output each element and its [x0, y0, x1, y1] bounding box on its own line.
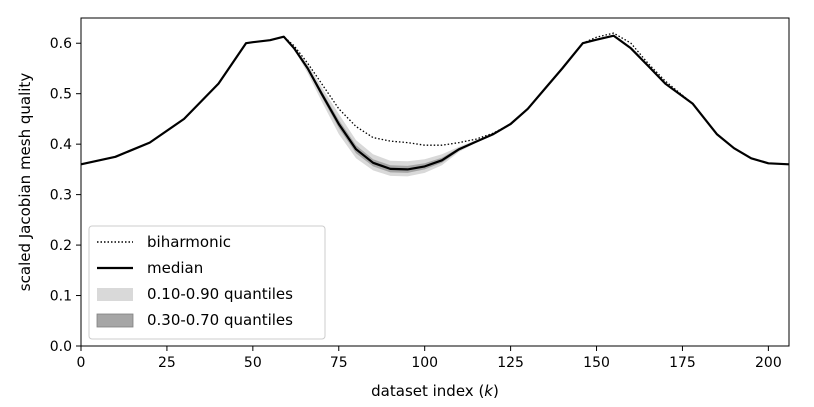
y-tick-label: 0.5	[50, 87, 72, 103]
x-tick-label: 175	[669, 355, 696, 371]
band-q30-70	[294, 47, 494, 173]
x-axis-label: dataset index (k)	[371, 382, 499, 400]
x-tick-label: 150	[583, 355, 610, 371]
y-axis-label: scaled Jacobian mesh quality	[16, 73, 34, 292]
y-tick-label: 0.2	[50, 238, 72, 254]
series-line-biharmonic	[80, 32, 790, 165]
legend-swatch-q10-90	[97, 288, 133, 301]
x-tick-label: 75	[330, 355, 348, 371]
legend-swatch-q30-70	[96, 313, 134, 328]
x-axis-ticks: 0 25 50 75 100 125 150 175 200	[77, 346, 782, 371]
x-tick-label: 25	[158, 355, 176, 371]
series-lines	[80, 32, 790, 171]
plot-frame	[80, 17, 790, 347]
series-line-median	[80, 34, 790, 171]
x-tick-label: 0	[77, 355, 86, 371]
y-tick-label: 0.0	[50, 339, 72, 355]
x-tick-label: 50	[244, 355, 262, 371]
x-tick-label: 200	[755, 355, 782, 371]
legend-box	[88, 225, 326, 340]
x-tick-label: 125	[497, 355, 524, 371]
y-tick-label: 0.1	[50, 289, 72, 305]
x-tick-label: 100	[411, 355, 438, 371]
legend-label-q30-70: 0.30-0.70 quantiles	[147, 311, 293, 329]
legend: biharmonic median 0.10-0.90 quantiles 0.…	[88, 225, 326, 340]
legend-label-median: median	[147, 259, 203, 277]
y-tick-label: 0.4	[50, 137, 72, 153]
y-tick-label: 0.3	[50, 188, 72, 204]
band-q10-90	[294, 47, 494, 177]
legend-label-biharmonic: biharmonic	[147, 233, 231, 251]
legend-label-q10-90: 0.10-0.90 quantiles	[147, 285, 293, 303]
y-axis-ticks: 0.0 0.1 0.2 0.3 0.4 0.5 0.6	[50, 36, 81, 355]
quantile-bands	[294, 47, 494, 177]
y-tick-label: 0.6	[50, 36, 72, 52]
